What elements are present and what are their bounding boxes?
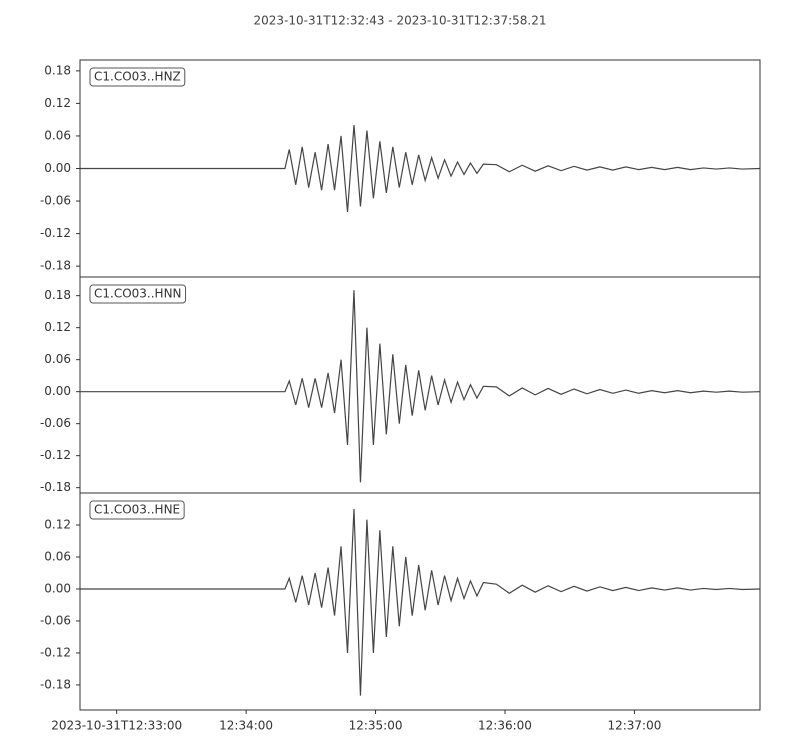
x-tick-label: 12:35:00 [349,719,403,733]
y-tick-label: 0.12 [44,517,71,531]
trace-label-box [89,67,186,87]
x-tick-label: 12:37:00 [607,719,661,733]
waveform [80,508,761,696]
x-tick-label: 2023-10-31T12:33:00 [51,719,182,733]
trace-label: C1.CO03..HNN [94,287,182,301]
chart-title: 2023-10-31T12:32:43 - 2023-10-31T12:37:5… [254,14,547,28]
y-tick-label: 0.00 [44,161,71,175]
trace-label: C1.CO03..HNE [94,503,180,517]
x-tick-label: 12:34:00 [219,719,273,733]
y-tick-label: -0.18 [40,480,71,494]
y-tick-label: -0.06 [40,416,71,430]
y-tick-label: 0.00 [44,581,71,595]
y-tick-label: -0.12 [40,645,71,659]
y-tick-label: 0.06 [44,128,71,142]
trace-label-box [89,500,185,520]
y-tick-label: 0.12 [44,96,71,110]
waveform [80,125,761,212]
y-tick-label: -0.06 [40,613,71,627]
x-tick-label: 12:36:00 [478,719,532,733]
trace-label-box [89,284,187,304]
y-tick-label: -0.06 [40,194,71,208]
y-tick-label: 0.12 [44,320,71,334]
trace-label: C1.CO03..HNZ [94,70,181,84]
y-tick-label: -0.12 [40,226,71,240]
y-tick-label: 0.18 [44,288,71,302]
waveform [80,290,761,483]
y-tick-label: -0.18 [40,677,71,691]
y-tick-label: -0.12 [40,448,71,462]
y-tick-label: 0.06 [44,352,71,366]
y-tick-label: 0.18 [44,63,71,77]
plot-frame [79,492,761,711]
y-tick-label: 0.06 [44,549,71,563]
y-tick-label: -0.18 [40,259,71,273]
y-tick-label: 0.00 [44,384,71,398]
